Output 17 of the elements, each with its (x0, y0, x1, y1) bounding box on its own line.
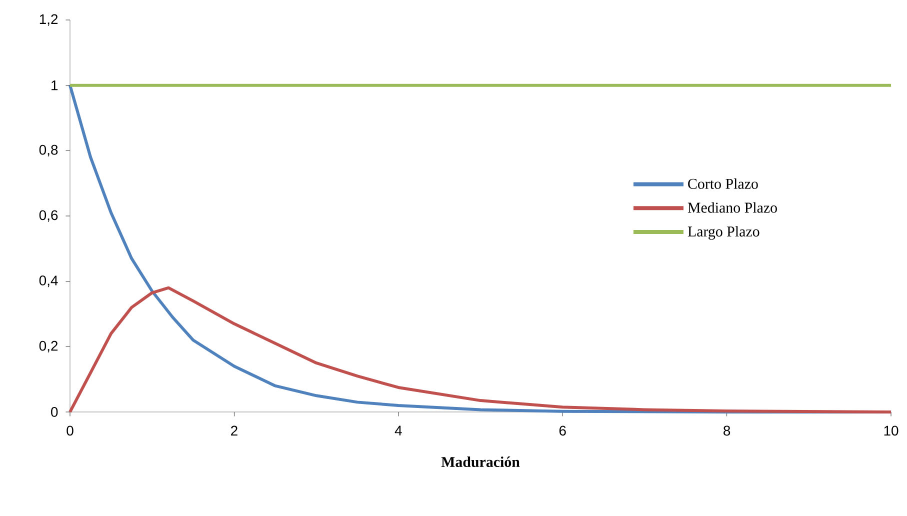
y-tick-label: 0 (51, 407, 58, 417)
x-tick-label: 0 (66, 426, 74, 436)
y-tick-label: 1 (52, 80, 58, 90)
x-tick-label: 6 (559, 426, 566, 436)
x-tick-label: 4 (394, 426, 402, 436)
legend-label: Corto Plazo (688, 178, 758, 189)
x-axis-title: Maduración (441, 456, 520, 468)
y-tick-label: 0,6 (39, 210, 58, 222)
legend-label: Largo Plazo (688, 226, 760, 240)
legend-label: Mediano Plazo (688, 202, 777, 213)
y-tick-label: 1,2 (40, 14, 58, 26)
x-tick-label: 8 (724, 426, 730, 436)
y-tick-label: 0,4 (39, 276, 58, 288)
y-tick-label: 0,8 (39, 144, 58, 156)
y-tick-label: 0,2 (39, 340, 58, 352)
x-tick-label: 10 (884, 426, 898, 436)
x-tick-label: 2 (231, 426, 238, 436)
